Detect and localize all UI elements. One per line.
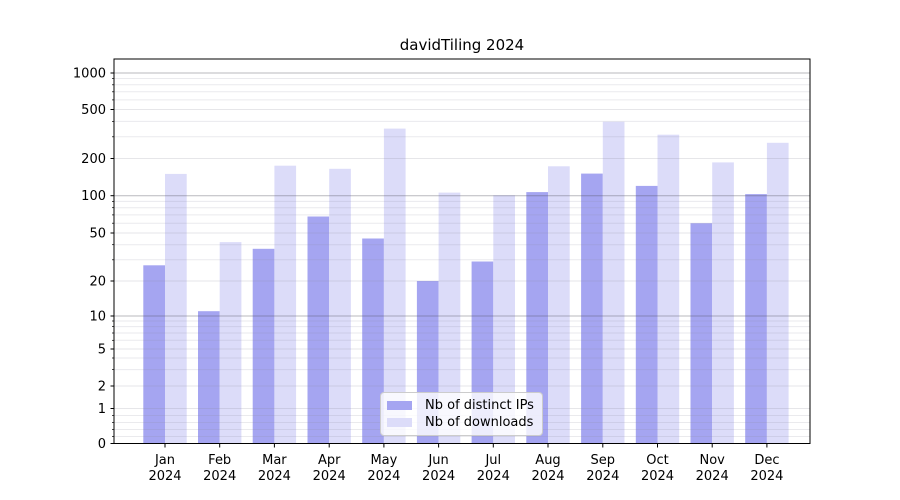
x-tick-label-year: 2024 [422, 469, 455, 484]
y-tick-label: 20 [89, 275, 106, 290]
x-tick-label-year: 2024 [531, 469, 564, 484]
bar-downloads-mar [274, 165, 297, 444]
x-tick-label-month: Jan [154, 453, 175, 468]
bar-downloads-feb [219, 242, 242, 444]
x-tick-label-year: 2024 [750, 469, 783, 484]
bar-distinct-ips-aug [526, 192, 548, 444]
x-tick-label-month: Apr [318, 453, 341, 468]
x-tick-label-year: 2024 [203, 469, 236, 484]
bar-distinct-ips-may [362, 238, 384, 444]
x-tick-label-year: 2024 [477, 469, 510, 484]
bar-distinct-ips-jan [143, 265, 165, 444]
plot-border [113, 58, 811, 444]
x-tick-label-month: Nov [700, 453, 726, 468]
y-tick-label: 500 [81, 103, 106, 118]
bar-downloads-jun [438, 192, 461, 444]
x-tick-label-year: 2024 [313, 469, 346, 484]
bar-downloads-oct [657, 134, 680, 444]
legend-item-downloads: Nb of downloads [387, 414, 534, 431]
bar-downloads-dec [766, 142, 789, 444]
bar-distinct-ips-oct [635, 185, 658, 444]
bar-downloads-nov [712, 162, 734, 444]
bar-downloads-aug [548, 166, 570, 444]
x-tick-label-month: May [370, 453, 397, 468]
y-tick-label: 0 [98, 437, 106, 452]
y-tick-label: 100 [81, 189, 106, 204]
x-tick-label-month: Sep [591, 453, 616, 468]
legend-item-distinct-ips: Nb of distinct IPs [387, 397, 534, 414]
y-tick-label: 5 [98, 343, 106, 358]
y-tick-label: 50 [89, 227, 106, 242]
x-tick-label-year: 2024 [696, 469, 729, 484]
legend-label-distinct-ips: Nb of distinct IPs [425, 398, 534, 413]
bar-distinct-ips-apr [307, 216, 330, 444]
legend: Nb of distinct IPs Nb of downloads [380, 392, 543, 436]
x-tick-label-year: 2024 [258, 469, 291, 484]
legend-swatch-distinct-ips [387, 400, 412, 411]
y-tick-label: 1 [98, 402, 106, 417]
x-tick-label-year: 2024 [641, 469, 674, 484]
bar-distinct-ips-dec [745, 194, 767, 444]
bar-distinct-ips-nov [690, 223, 713, 444]
legend-label-downloads: Nb of downloads [425, 415, 534, 430]
y-tick-label: 2 [98, 380, 106, 395]
y-tick-label: 200 [81, 152, 106, 167]
x-tick-label-month: Aug [535, 453, 560, 468]
x-tick-label-month: Feb [208, 453, 231, 468]
x-tick-label-month: Jun [427, 453, 448, 468]
bar-distinct-ips-feb [198, 311, 220, 444]
bar-downloads-may [383, 128, 406, 444]
bar-downloads-sep [602, 121, 625, 444]
legend-swatch-downloads [387, 417, 412, 428]
bar-downloads-jul [493, 195, 515, 444]
x-tick-label-month: Jul [484, 453, 501, 468]
x-tick-label-month: Dec [754, 453, 779, 468]
bar-downloads-apr [329, 168, 351, 444]
x-tick-label-year: 2024 [148, 469, 181, 484]
x-tick-label-month: Mar [262, 453, 287, 468]
y-tick-label: 10 [89, 310, 106, 325]
x-tick-label-year: 2024 [586, 469, 619, 484]
chart-title: davidTiling 2024 [399, 36, 525, 54]
x-tick-label-month: Oct [646, 453, 668, 468]
x-tick-label-year: 2024 [367, 469, 400, 484]
bar-downloads-jan [165, 173, 187, 444]
bar-distinct-ips-sep [581, 173, 603, 444]
bar-distinct-ips-mar [252, 248, 275, 444]
y-tick-label: 1000 [73, 67, 106, 82]
